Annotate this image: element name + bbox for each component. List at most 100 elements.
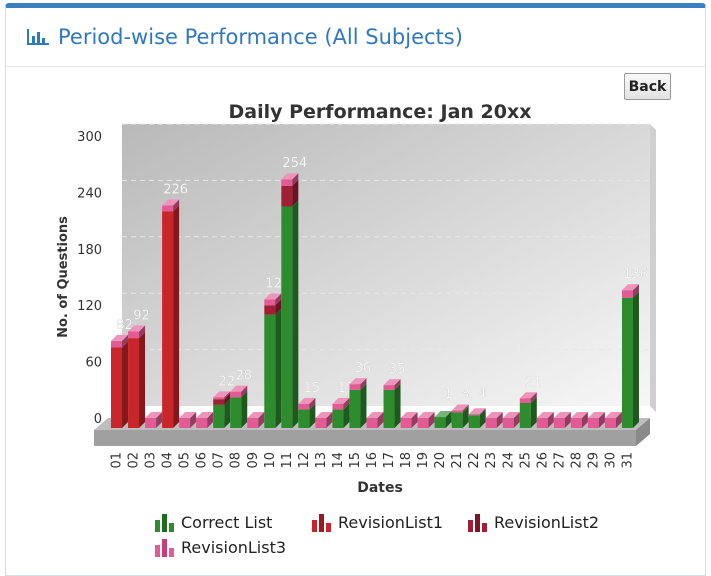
data-label: 1 <box>444 387 452 402</box>
bar-segment-side <box>224 398 231 428</box>
bar-segment-side <box>377 412 384 428</box>
x-tick-label: 02 <box>127 452 142 469</box>
x-tick-label: 18 <box>399 452 414 469</box>
bar-group: 21 <box>519 375 542 428</box>
bar-segment-side <box>173 205 180 428</box>
bar-segment <box>536 418 548 428</box>
bar-segment <box>621 297 633 428</box>
x-tick-label: 16 <box>365 452 380 469</box>
x-axis-ticks: 01 02 03 04 05 06 07 08 09 10 11 12 13 14 15 16 17 18 19 20… <box>110 452 636 469</box>
data-label: 254 <box>282 156 307 171</box>
plot-area <box>94 124 656 446</box>
plot-back-wall <box>122 124 650 406</box>
bar-group <box>536 412 554 428</box>
bar-segment-side <box>598 412 605 428</box>
bar-segment <box>451 410 463 413</box>
bar-group: 226 <box>162 182 188 428</box>
bar-segment-side <box>581 412 588 428</box>
bar-group: 28 <box>230 369 252 428</box>
bar-segment-top <box>332 397 350 404</box>
bar-segment-top <box>587 412 605 418</box>
bar-segment-side <box>275 293 282 306</box>
x-tick-label: 07 <box>212 452 227 469</box>
bar-segment <box>349 389 361 428</box>
plot-side-wall <box>650 124 656 412</box>
legend-item-rev2[interactable]: RevisionList2 <box>468 513 599 532</box>
bar-segment-side <box>309 403 316 428</box>
data-label: 4 <box>478 387 486 402</box>
bar-segment-side <box>547 412 554 428</box>
bar-group: 35 <box>383 362 406 428</box>
bar-segment <box>179 418 191 428</box>
bar-segment-top <box>536 412 554 418</box>
bar-segment-side <box>632 284 639 298</box>
bar-segment <box>145 418 157 428</box>
bar-group <box>604 412 622 428</box>
bar-segment-side <box>292 200 299 428</box>
bar-segment <box>383 385 395 390</box>
bar-segment <box>264 305 276 315</box>
bar-segment-side <box>530 392 537 403</box>
x-tick-label: 20 <box>433 452 448 469</box>
data-label: 22 <box>218 374 235 389</box>
legend-label: Correct List <box>181 513 273 532</box>
bar-segment-side <box>394 379 401 390</box>
bar-segment-top <box>196 412 214 418</box>
bar-segment-top <box>570 412 588 418</box>
bar-segment-side <box>394 383 401 428</box>
bar-group <box>247 412 265 428</box>
bar-segment-top <box>519 392 537 399</box>
bar-segment <box>502 418 514 428</box>
legend-label: RevisionList1 <box>338 513 444 532</box>
data-label: 35 <box>389 362 406 377</box>
bar-group: 254 <box>281 156 307 428</box>
x-tick-label: 22 <box>467 452 482 469</box>
bar-group <box>485 412 503 428</box>
bar-segment <box>128 331 140 339</box>
bar-group <box>400 412 418 428</box>
bar-segment-top <box>383 379 401 386</box>
bar-segment <box>332 403 344 410</box>
bar-segment <box>587 418 599 428</box>
y-axis-ticks: 0 60 120 180 240 300 <box>77 130 102 427</box>
x-tick-label: 24 <box>501 452 516 469</box>
bar-segment-top <box>213 391 231 398</box>
plot-floor-side <box>636 418 650 446</box>
legend-item-rev3[interactable]: RevisionList3 <box>155 538 286 557</box>
legend-item-correct[interactable]: Correct List <box>155 513 272 532</box>
legend-item-rev1[interactable]: RevisionList1 <box>312 513 443 532</box>
bar-segment-side <box>530 396 537 428</box>
legend-label: RevisionList3 <box>181 538 287 557</box>
bar-segment-side <box>462 404 469 413</box>
bar-group: 136 <box>621 267 648 428</box>
bar-segment-side <box>564 412 571 428</box>
bar-chart-icon <box>27 29 49 45</box>
bar-segment-side <box>122 341 129 428</box>
plot-floor-front <box>94 430 636 446</box>
bar-segment <box>553 418 565 428</box>
x-tick-label: 27 <box>552 452 567 469</box>
bar-segment <box>298 409 310 428</box>
bar-segment <box>519 402 531 428</box>
bar-segment <box>281 206 293 428</box>
legend-label: RevisionList2 <box>494 513 600 532</box>
x-tick-label: 28 <box>569 452 584 469</box>
bar-segment <box>519 398 531 403</box>
bar-segment-side <box>615 412 622 428</box>
back-button[interactable]: Back <box>624 73 671 100</box>
bar-segment <box>366 418 378 428</box>
bar-segment <box>264 299 276 306</box>
bar-segment <box>213 404 225 428</box>
bar-segment <box>111 340 123 348</box>
panel-header: Period-wise Performance (All Subjects) <box>6 8 705 67</box>
data-label: 21 <box>525 375 542 390</box>
bar-segment-side <box>479 409 486 428</box>
bar-segment <box>230 397 242 428</box>
x-tick-label: 26 <box>535 452 550 469</box>
bar-segment-top <box>400 412 418 418</box>
bar-segment <box>468 414 480 416</box>
x-tick-label: 04 <box>161 452 176 469</box>
bar-segment-top <box>434 411 452 418</box>
bar-segment-side <box>207 412 214 428</box>
